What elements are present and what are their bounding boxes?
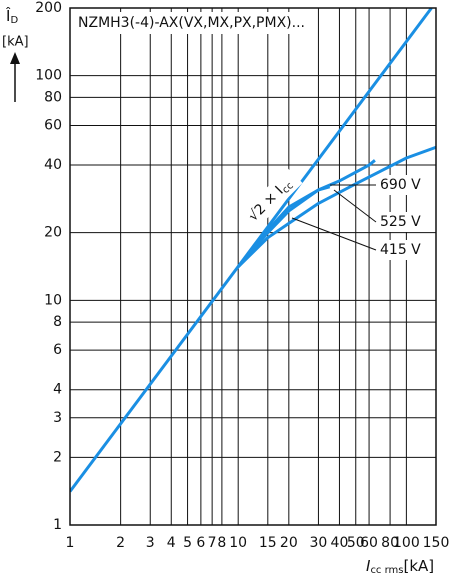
x-tick-label: 20 — [280, 535, 298, 551]
y-tick-label: 40 — [44, 157, 62, 173]
y-tick-label: 10 — [44, 292, 62, 308]
x-tick-label: 7 — [208, 535, 217, 551]
series-label: 690 V — [380, 177, 421, 193]
leader-415 — [291, 217, 377, 251]
plot-frame — [69, 7, 437, 526]
x-tick-label: 10 — [229, 535, 247, 551]
x-tick-label: 30 — [310, 535, 328, 551]
x-label-symbol: I — [366, 557, 371, 575]
y-tick-label: 80 — [44, 89, 62, 105]
x-tick-label: 100 — [393, 535, 420, 551]
curve — [237, 185, 331, 268]
x-tick-label: 3 — [146, 535, 155, 551]
y-tick-label: 8 — [53, 314, 62, 330]
y-tick-label: 6 — [53, 342, 62, 358]
y-label-unit: [kA] — [2, 35, 29, 50]
series-label: 525 V — [380, 214, 421, 230]
y-tick-label: 100 — [35, 68, 62, 84]
x-tick-label: 50 — [347, 535, 365, 551]
label-bg — [377, 240, 419, 260]
x-tick-label: 4 — [167, 535, 176, 551]
curves — [70, 8, 436, 493]
y-label-symbol: Î — [5, 6, 11, 25]
y-arrow-head — [10, 52, 20, 64]
label-bg — [377, 212, 419, 232]
y-tick-label: 60 — [44, 117, 62, 133]
series-label: 415 V — [380, 242, 421, 258]
title-bg — [74, 12, 294, 34]
x-tick-label: 15 — [259, 535, 277, 551]
x-tick-label: 8 — [217, 535, 226, 551]
curve — [237, 145, 436, 268]
x-tick-label: 40 — [331, 535, 349, 551]
x-tick-label: 5 — [183, 535, 192, 551]
label-bg — [377, 175, 419, 195]
y-tick-label: 3 — [53, 410, 62, 426]
x-tick-label: 2 — [116, 535, 125, 551]
leader-525 — [333, 189, 377, 223]
x-tick-label: 80 — [381, 535, 399, 551]
annotation-bg — [240, 167, 303, 230]
y-label: ÎD — [5, 6, 18, 27]
x-tick-label: 1 — [66, 535, 75, 551]
y-tick-label: 2 — [53, 449, 62, 465]
x-label: Icc rms[kA] — [366, 557, 434, 577]
y-tick-label: 200 — [35, 0, 62, 16]
x-label-unit: [kA] — [404, 557, 435, 575]
y-tick-label: 4 — [53, 382, 62, 398]
y-label-sub: D — [10, 15, 18, 26]
y-tick-label: 20 — [44, 225, 62, 241]
x-tick-label: 6 — [196, 535, 205, 551]
x-tick-label: 60 — [360, 535, 378, 551]
y-tick-label: 1 — [53, 517, 62, 533]
x-tick-label: 150 — [423, 535, 450, 551]
chart-title: NZMH3(-4)-AX(VX,MX,PX,PMX)... — [78, 15, 305, 31]
x-label-sub: cc rms — [370, 565, 403, 576]
grid — [69, 7, 437, 526]
